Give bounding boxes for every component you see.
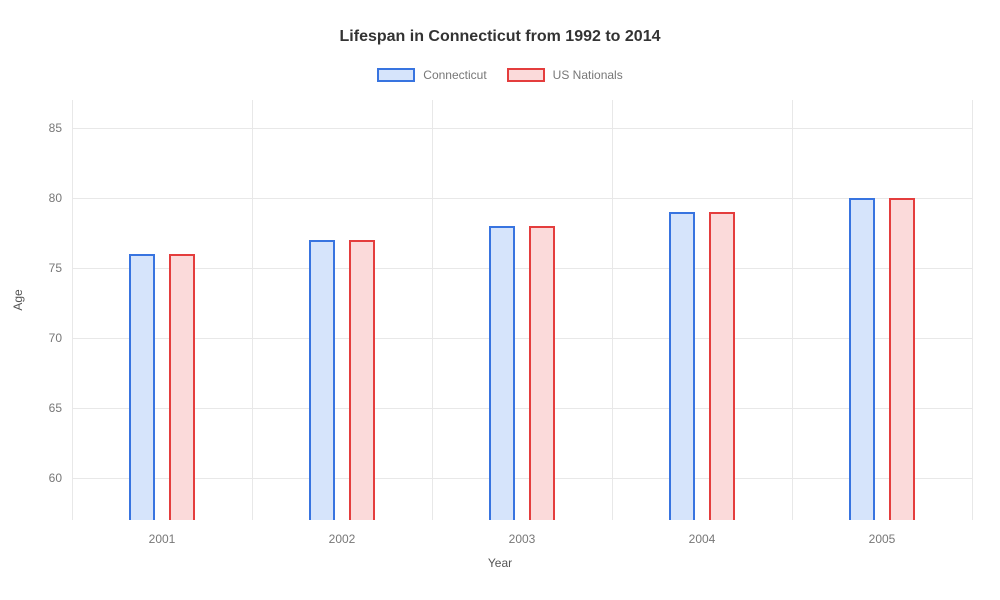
chart-title: Lifespan in Connecticut from 1992 to 201… — [0, 28, 1000, 46]
xtick-label: 2005 — [869, 520, 896, 546]
bar-us-nationals — [169, 254, 195, 520]
plot-area: 60657075808520012002200320042005 — [72, 100, 972, 520]
xtick-label: 2002 — [329, 520, 356, 546]
y-axis-label: Age — [11, 289, 25, 310]
bar-connecticut — [309, 240, 335, 520]
hgridline — [72, 198, 972, 199]
hgridline — [72, 478, 972, 479]
hgridline — [72, 268, 972, 269]
bar-connecticut — [849, 198, 875, 520]
vgridline — [252, 100, 253, 520]
bar-us-nationals — [349, 240, 375, 520]
xtick-label: 2001 — [149, 520, 176, 546]
x-axis-label: Year — [488, 556, 512, 570]
ytick-label: 85 — [49, 121, 72, 135]
xtick-label: 2004 — [689, 520, 716, 546]
hgridline — [72, 128, 972, 129]
hgridline — [72, 408, 972, 409]
bar-us-nationals — [529, 226, 555, 520]
ytick-label: 65 — [49, 401, 72, 415]
ytick-label: 70 — [49, 331, 72, 345]
bar-us-nationals — [709, 212, 735, 520]
bar-connecticut — [669, 212, 695, 520]
vgridline — [432, 100, 433, 520]
legend-label-connecticut: Connecticut — [423, 68, 486, 82]
vgridline — [72, 100, 73, 520]
ytick-label: 75 — [49, 261, 72, 275]
hgridline — [72, 338, 972, 339]
vgridline — [792, 100, 793, 520]
vgridline — [972, 100, 973, 520]
xtick-label: 2003 — [509, 520, 536, 546]
legend-item-connecticut: Connecticut — [377, 68, 486, 82]
bar-connecticut — [489, 226, 515, 520]
legend-item-us-nationals: US Nationals — [507, 68, 623, 82]
ytick-label: 60 — [49, 471, 72, 485]
legend-swatch-connecticut — [377, 68, 415, 82]
bar-us-nationals — [889, 198, 915, 520]
bar-connecticut — [129, 254, 155, 520]
lifespan-chart: Lifespan in Connecticut from 1992 to 201… — [0, 0, 1000, 600]
chart-legend: Connecticut US Nationals — [0, 68, 1000, 82]
ytick-label: 80 — [49, 191, 72, 205]
legend-swatch-us-nationals — [507, 68, 545, 82]
vgridline — [612, 100, 613, 520]
legend-label-us-nationals: US Nationals — [553, 68, 623, 82]
